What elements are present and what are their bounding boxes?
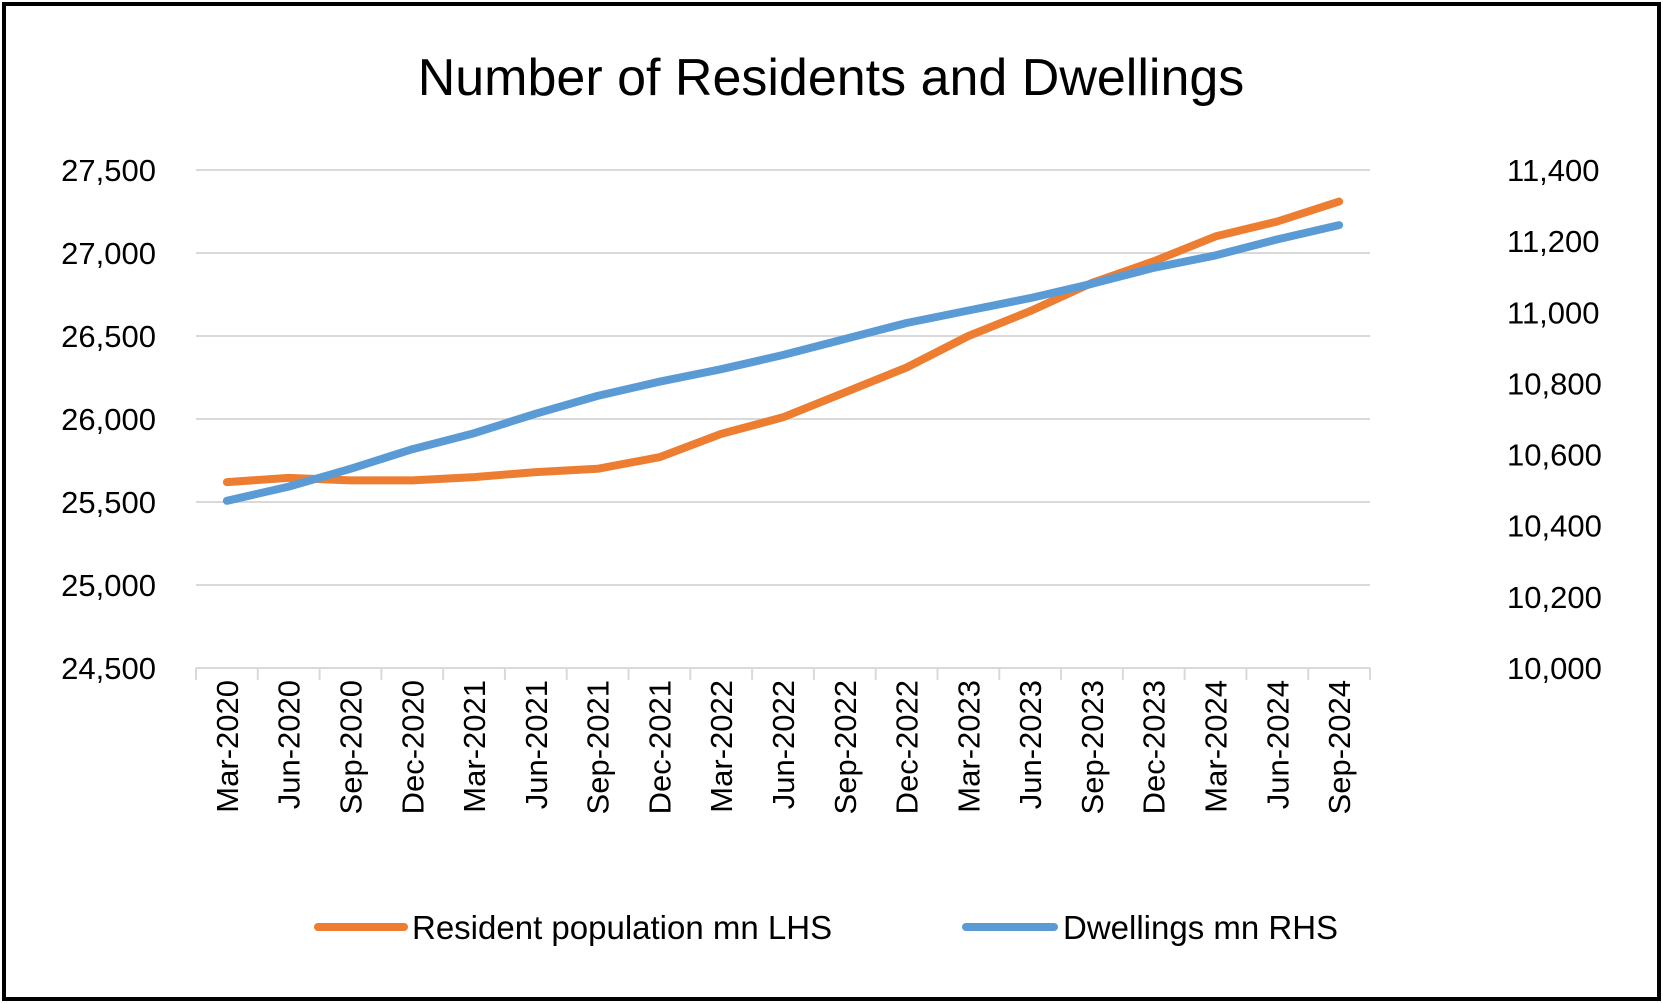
resident-population-series-line	[222, 197, 1344, 487]
right-y-tick-label: 11,200	[1507, 224, 1600, 259]
left-y-tick-label: 26,000	[61, 402, 156, 437]
right-y-tick-label: 10,000	[1507, 651, 1602, 686]
right-y-tick-label: 11,000	[1507, 295, 1600, 330]
x-category-label: Sep-2020	[333, 680, 368, 814]
x-category-label: Jun-2020	[272, 680, 307, 809]
x-category-label: Mar-2024	[1199, 680, 1234, 813]
right-y-tick-label: 11,400	[1507, 153, 1600, 188]
right-y-tick-label: 10,800	[1507, 366, 1602, 401]
left-y-tick-label: 26,500	[61, 319, 156, 354]
left-y-tick-label: 27,500	[61, 153, 156, 188]
legend-label: Dwellings mn RHS	[1063, 909, 1338, 946]
gridlines	[196, 169, 1370, 586]
x-category-label: Sep-2023	[1075, 680, 1110, 814]
chart-title: Number of Residents and Dwellings	[418, 49, 1245, 107]
x-category-label: Sep-2021	[581, 680, 616, 814]
left-y-tick-label: 27,000	[61, 236, 156, 271]
right-y-tick-label: 10,200	[1507, 580, 1602, 615]
x-category-label: Jun-2023	[1013, 680, 1048, 809]
series-lines	[222, 197, 1344, 505]
left-y-tick-label: 25,500	[61, 485, 156, 520]
x-category-label: Jun-2022	[766, 680, 801, 809]
x-category-label: Mar-2022	[704, 680, 739, 813]
x-category-label: Dec-2023	[1137, 680, 1172, 814]
legend-label: Resident population mn LHS	[412, 909, 832, 946]
x-category-label: Mar-2020	[210, 680, 245, 813]
x-category-label: Mar-2021	[457, 680, 492, 813]
legend: Resident population mn LHS Dwellings mn R…	[314, 909, 1338, 946]
dwellings-series-line	[222, 221, 1344, 505]
left-y-tick-label: 25,000	[61, 568, 156, 603]
x-category-label: Mar-2023	[951, 680, 986, 813]
x-category-label: Dec-2021	[642, 680, 677, 814]
x-category-label: Sep-2022	[828, 680, 863, 814]
x-category-label: Dec-2022	[890, 680, 925, 814]
x-category-label: Sep-2024	[1322, 680, 1357, 814]
right-y-tick-label: 10,400	[1507, 509, 1602, 544]
x-category-label: Dec-2020	[395, 680, 430, 814]
axes: 24,500 25,000 25,500 26,000 26,500 27,000 27,5…	[61, 153, 1602, 814]
right-y-tick-label: 10,600	[1507, 438, 1602, 473]
x-category-label: Jun-2021	[519, 680, 554, 809]
left-y-tick-label: 24,500	[61, 651, 156, 686]
x-category-label: Jun-2024	[1260, 680, 1295, 809]
